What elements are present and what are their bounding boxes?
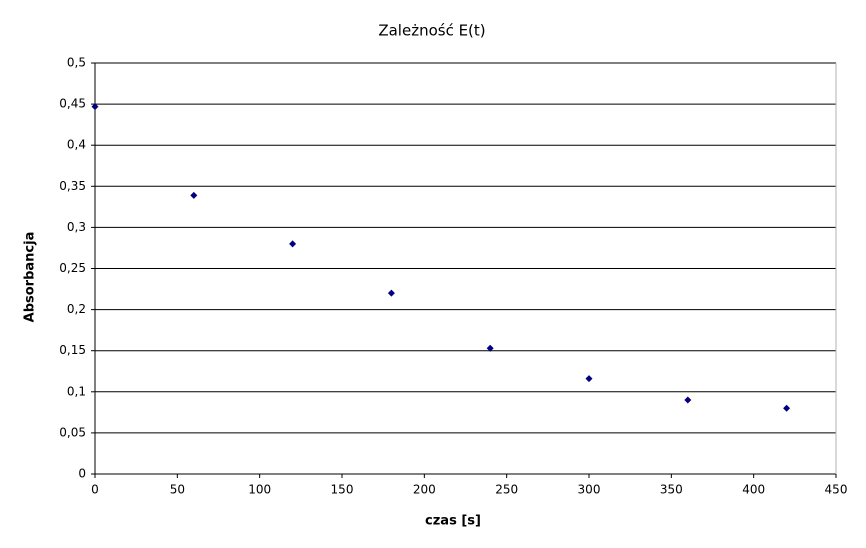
point [684,396,692,404]
x-tick-label: 150 [331,483,354,497]
point [387,289,395,297]
x-tick-label: 300 [578,483,601,497]
y-axis-title: Absorbancja [23,232,38,323]
y-tick-label: 0,05 [59,425,86,439]
y-tick-label: 0,3 [67,220,86,234]
y-tick-label: 0,1 [67,384,86,398]
x-tick-label: 450 [825,483,848,497]
point [289,240,297,248]
y-tick-label: 0,15 [59,343,86,357]
x-tick-label: 200 [413,483,436,497]
y-tick-label: 0,2 [67,302,86,316]
point [91,103,99,111]
y-tick-label: 0,25 [59,261,86,275]
y-tick-label: 0,45 [59,97,86,111]
point [585,375,593,383]
x-axis-title: czas [s] [425,514,481,529]
point [190,191,198,199]
y-tick-label: 0,4 [67,138,86,152]
y-tick-label: 0 [78,467,86,481]
chart-title: Zależność E(t) [378,22,485,40]
x-tick-label: 250 [495,483,518,497]
y-tick-label: 0,5 [67,56,86,70]
x-tick-label: 100 [248,483,271,497]
x-tick-label: 350 [660,483,683,497]
point [783,404,791,412]
x-tick-label: 0 [91,483,99,497]
x-tick-label: 400 [742,483,765,497]
x-tick-label: 50 [170,483,185,497]
point [486,344,494,352]
y-tick-label: 0,35 [59,179,86,193]
